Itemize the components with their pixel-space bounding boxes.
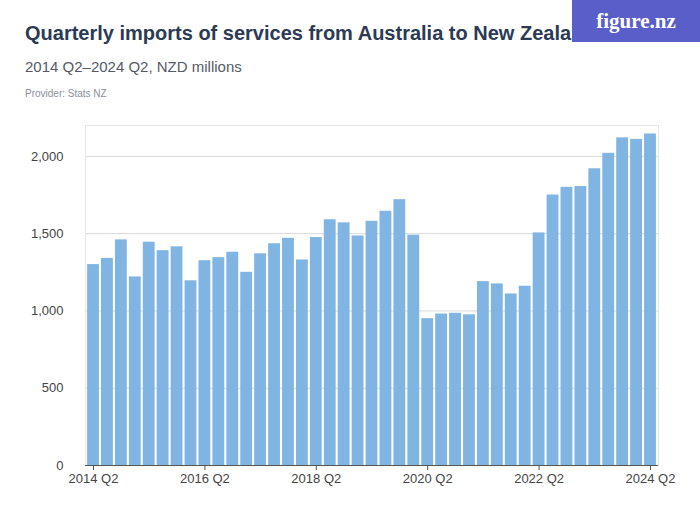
html-text:figure.nz: figure.nz [596, 9, 676, 33]
svg-text:0: 0 [56, 458, 63, 473]
svg-text:2016 Q2: 2016 Q2 [180, 471, 230, 486]
svg-text:2018 Q2: 2018 Q2 [291, 471, 341, 486]
svg-text:500: 500 [42, 380, 64, 395]
svg-text:2014 Q2: 2014 Q2 [69, 471, 119, 486]
html-text:2014 Q2–2024 Q2, NZD millions: 2014 Q2–2024 Q2, NZD millions [25, 58, 242, 75]
svg-text:1,500: 1,500 [31, 226, 64, 241]
html-text:Quarterly imports of services: Quarterly imports of services from Austr… [25, 22, 596, 44]
svg-text:1,000: 1,000 [31, 303, 64, 318]
svg-text:2022 Q2: 2022 Q2 [514, 471, 564, 486]
svg-text:2024 Q2: 2024 Q2 [626, 471, 676, 486]
svg-text:2020 Q2: 2020 Q2 [403, 471, 453, 486]
html-text:Provider: Stats NZ: Provider: Stats NZ [25, 88, 107, 99]
svg-text:2,000: 2,000 [31, 149, 64, 164]
